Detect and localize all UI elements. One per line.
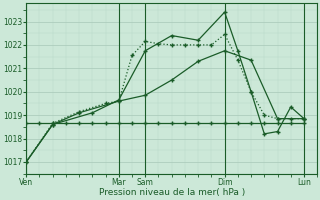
- X-axis label: Pression niveau de la mer( hPa ): Pression niveau de la mer( hPa ): [99, 188, 245, 197]
